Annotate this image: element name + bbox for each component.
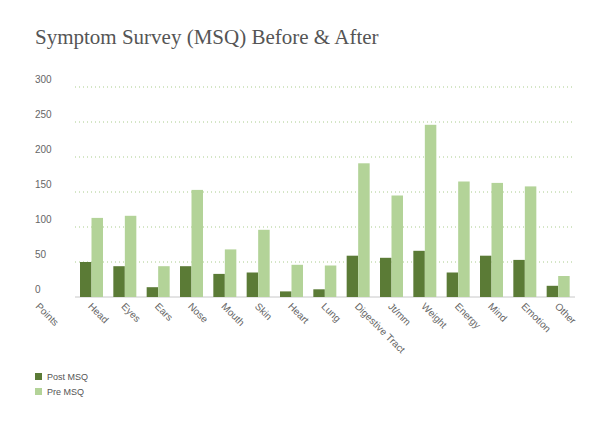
- bar: [347, 256, 359, 297]
- bar: [513, 260, 525, 297]
- bar: [392, 196, 404, 298]
- bar: [458, 182, 470, 298]
- bar: [80, 262, 92, 297]
- bar: [125, 216, 137, 297]
- legend-label: Pre MSQ: [47, 387, 84, 397]
- bar: [558, 276, 570, 297]
- legend-swatch: [35, 388, 42, 395]
- bar: [358, 163, 370, 297]
- bar: [425, 125, 437, 297]
- bar: [180, 266, 192, 297]
- tick-label: 0: [35, 284, 41, 295]
- chart: Symptom Survey (MSQ) Before & After 0 50 10…: [0, 0, 612, 432]
- category-label: Weight: [419, 301, 449, 331]
- bar: [380, 258, 392, 297]
- category-label: Eyes: [119, 301, 143, 325]
- bar: [280, 291, 292, 297]
- tick-label: 150: [35, 179, 52, 190]
- bar: [525, 186, 537, 297]
- bar: [113, 266, 125, 297]
- category-label: Energy: [453, 301, 483, 331]
- category-label: Nose: [186, 301, 211, 326]
- axis-label: Points: [34, 301, 61, 328]
- bar: [492, 183, 504, 297]
- legend-label: Post MSQ: [47, 372, 88, 382]
- category-label: Lung: [319, 301, 343, 325]
- bar: [547, 286, 559, 297]
- bar: [313, 289, 325, 297]
- tick-label: 200: [35, 144, 52, 155]
- category-label: Ears: [153, 301, 175, 323]
- bar: [413, 251, 425, 297]
- grid-line: [75, 122, 575, 123]
- bar: [480, 256, 492, 297]
- grid-line: [75, 157, 575, 158]
- grid-line: [75, 87, 575, 88]
- category-label: Emotion: [519, 301, 553, 335]
- legend-swatch: [35, 373, 42, 380]
- bar: [225, 249, 237, 297]
- category-label: Head: [86, 301, 111, 326]
- bar: [158, 266, 170, 297]
- title: Symptom Survey (MSQ) Before & After: [35, 25, 379, 49]
- bar: [292, 265, 304, 297]
- category-label: Mouth: [219, 301, 246, 328]
- tick-label: 300: [35, 74, 52, 85]
- bar: [247, 273, 259, 298]
- category-label: Heart: [286, 301, 311, 326]
- bar: [192, 190, 204, 297]
- category-label: Mind: [486, 301, 509, 324]
- tick-label: 250: [35, 109, 52, 120]
- category-label: Jt/mm: [386, 301, 413, 328]
- tick-label: 50: [35, 249, 47, 260]
- bars: [80, 125, 570, 297]
- category-label: Other: [553, 301, 579, 327]
- bar: [447, 273, 459, 298]
- tick-label: 100: [35, 214, 52, 225]
- category-label: Skin: [253, 301, 275, 323]
- bar: [325, 266, 337, 298]
- bar: [258, 230, 270, 297]
- bar: [147, 287, 159, 297]
- bar: [92, 218, 104, 297]
- bar: [213, 274, 225, 297]
